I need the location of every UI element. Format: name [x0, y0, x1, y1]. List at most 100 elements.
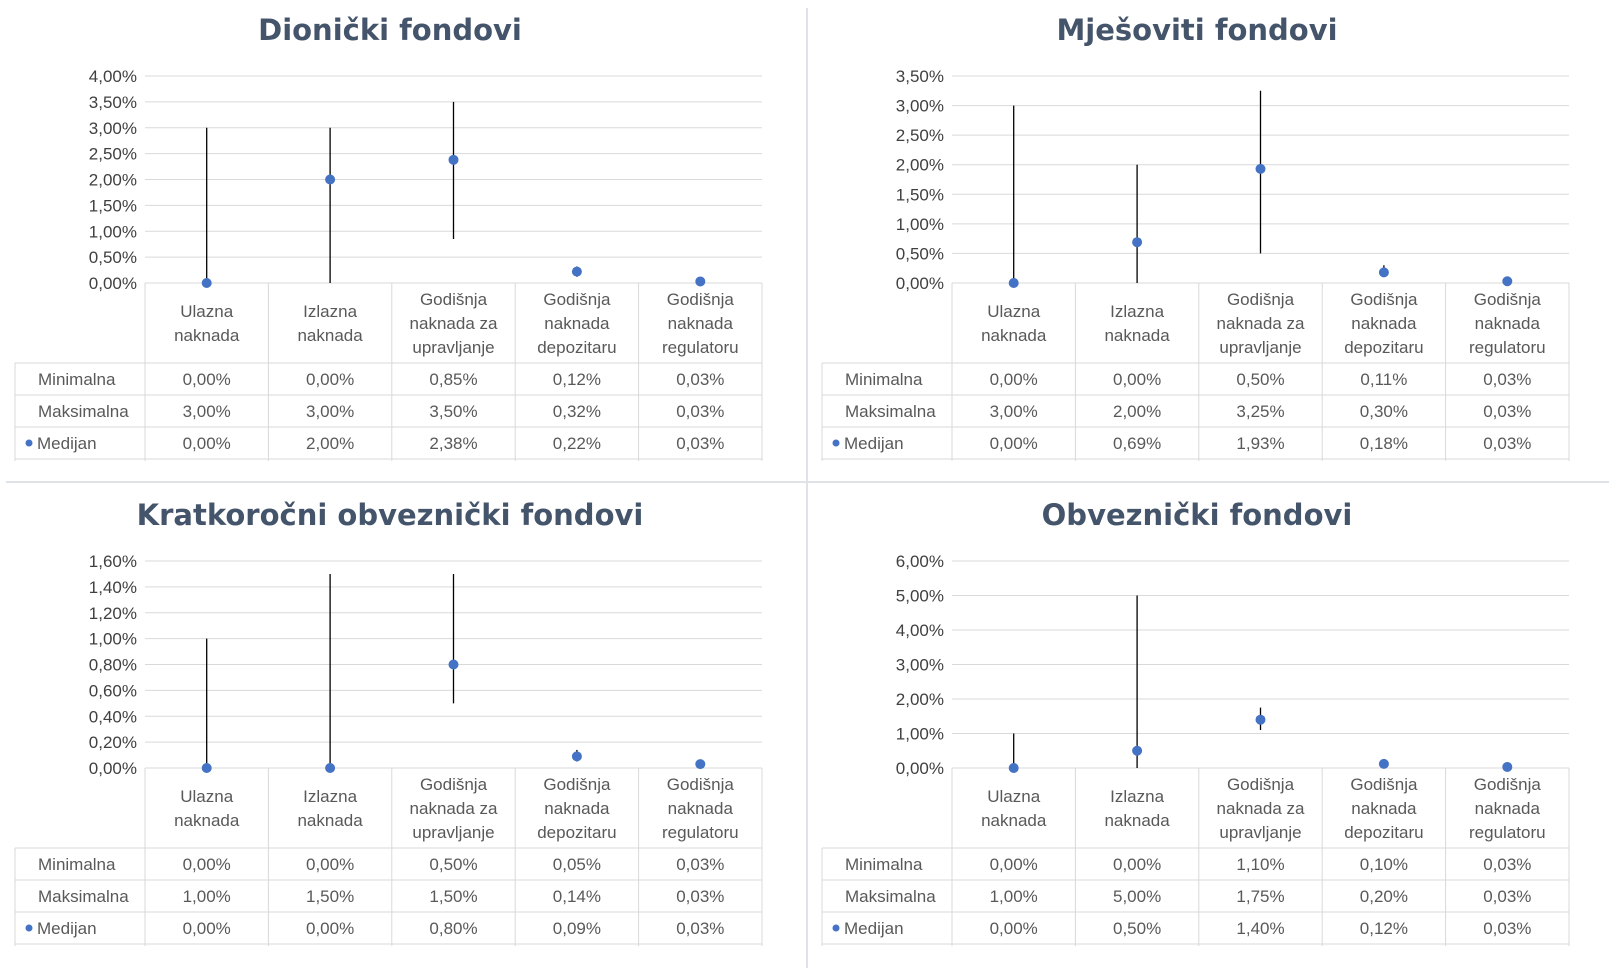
table-cell: 0,14%	[553, 887, 601, 906]
category-label: Izlazna	[1110, 302, 1164, 321]
table-cell: 1,93%	[1236, 434, 1284, 453]
table-cell: 0,85%	[429, 370, 477, 389]
table-cell: 0,03%	[1483, 402, 1531, 421]
table-row-label: Medijan	[844, 919, 904, 938]
legend-marker	[832, 924, 840, 932]
y-tick-label: 3,50%	[89, 93, 137, 112]
category-label: naknada	[297, 811, 363, 830]
table-cell: 0,03%	[676, 855, 724, 874]
y-tick-label: 0,00%	[89, 274, 137, 293]
category-label: depozitaru	[1344, 338, 1423, 357]
y-tick-label: 0,50%	[896, 244, 944, 263]
y-tick-label: 2,50%	[896, 126, 944, 145]
category-label: naknada	[1104, 811, 1170, 830]
median-point	[1378, 267, 1389, 278]
y-tick-label: 0,80%	[89, 656, 137, 675]
category-label: naknada	[668, 314, 734, 333]
y-tick-label: 2,00%	[896, 690, 944, 709]
table-cell: 0,00%	[306, 855, 354, 874]
category-label: Ulazna	[987, 787, 1040, 806]
table-cell: 0,05%	[553, 855, 601, 874]
y-tick-label: 5,00%	[896, 587, 944, 606]
y-tick-label: 2,00%	[89, 171, 137, 190]
y-tick-label: 1,50%	[89, 196, 137, 215]
table-cell: 0,03%	[1483, 887, 1531, 906]
category-label: Godišnja	[1474, 290, 1542, 309]
category-label: Godišnja	[1350, 290, 1418, 309]
median-point	[1255, 163, 1266, 174]
table-cell: 0,00%	[1113, 855, 1161, 874]
table-cell: 0,00%	[990, 434, 1038, 453]
median-point	[448, 154, 459, 165]
category-label: Izlazna	[303, 302, 357, 321]
y-tick-label: 6,00%	[896, 552, 944, 571]
y-tick-label: 1,00%	[896, 215, 944, 234]
table-row-label: Maksimalna	[845, 887, 936, 906]
y-tick-label: 3,00%	[896, 656, 944, 675]
y-tick-label: 2,50%	[89, 145, 137, 164]
median-point	[325, 174, 336, 185]
table-cell: 3,50%	[429, 402, 477, 421]
median-point	[201, 763, 212, 773]
category-label: naknada	[668, 799, 734, 818]
category-label: naknada	[981, 326, 1047, 345]
table-cell: 0,00%	[183, 370, 231, 389]
median-point	[695, 276, 706, 287]
chart-panel-dionicki: Dionički fondovi 0,00% 0,50% 1,00% 1,50% 2,00…	[10, 4, 800, 480]
table-row-label: Maksimalna	[38, 402, 129, 421]
table-cell: 0,00%	[990, 919, 1038, 938]
y-tick-label: 3,00%	[896, 97, 944, 116]
table-cell: 1,75%	[1236, 887, 1284, 906]
y-tick-label: 1,00%	[89, 630, 137, 649]
table-cell: 0,00%	[183, 434, 231, 453]
y-tick-label: 0,40%	[89, 707, 137, 726]
median-point	[1008, 278, 1019, 288]
category-label: Godišnja	[667, 290, 735, 309]
y-tick-label: 0,50%	[89, 248, 137, 267]
y-tick-label: 3,50%	[896, 67, 944, 86]
table-cell: 0,22%	[553, 434, 601, 453]
median-point	[1502, 761, 1513, 772]
table-cell: 0,12%	[1360, 919, 1408, 938]
category-label: naknada	[1351, 314, 1417, 333]
table-cell: 0,00%	[183, 919, 231, 938]
category-label: naknada za	[410, 314, 498, 333]
table-cell: 0,00%	[990, 370, 1038, 389]
y-tick-label: 4,00%	[89, 67, 137, 86]
table-cell: 0,00%	[183, 855, 231, 874]
category-label: Izlazna	[303, 787, 357, 806]
category-label: Ulazna	[180, 787, 233, 806]
category-label: naknada	[1475, 314, 1541, 333]
table-cell: 1,00%	[183, 887, 231, 906]
category-label: upravljanje	[1219, 338, 1301, 357]
legend-marker	[832, 439, 840, 447]
table-cell: 0,50%	[1236, 370, 1284, 389]
table-cell: 0,03%	[676, 402, 724, 421]
table-cell: 1,50%	[429, 887, 477, 906]
panel-divider-horizontal	[6, 481, 1609, 483]
y-tick-label: 0,60%	[89, 681, 137, 700]
legend-marker	[25, 924, 33, 932]
median-point	[1378, 758, 1389, 769]
table-row-label: Minimalna	[38, 855, 116, 874]
table-cell: 0,03%	[676, 919, 724, 938]
category-label: Godišnja	[667, 775, 735, 794]
median-point	[325, 763, 336, 773]
table-cell: 0,03%	[1483, 919, 1531, 938]
table-cell: 0,03%	[676, 887, 724, 906]
median-point	[1132, 237, 1143, 248]
table-cell: 0,18%	[1360, 434, 1408, 453]
category-label: depozitaru	[537, 338, 616, 357]
table-cell: 0,11%	[1360, 370, 1407, 389]
table-cell: 0,03%	[1483, 855, 1531, 874]
chart-obveznicki: Obveznički fondovi 0,00% 1,00% 2,00% 3,00% 4,…	[821, 498, 1570, 946]
category-label: regulatoru	[1469, 338, 1546, 357]
table-cell: 3,25%	[1236, 402, 1284, 421]
category-label: Godišnja	[1350, 775, 1418, 794]
table-cell: 0,00%	[306, 370, 354, 389]
legend-marker	[25, 439, 33, 447]
category-label: naknada za	[410, 799, 498, 818]
y-tick-label: 1,20%	[89, 604, 137, 623]
table-cell: 0,03%	[676, 434, 724, 453]
category-label: naknada za	[1217, 799, 1305, 818]
